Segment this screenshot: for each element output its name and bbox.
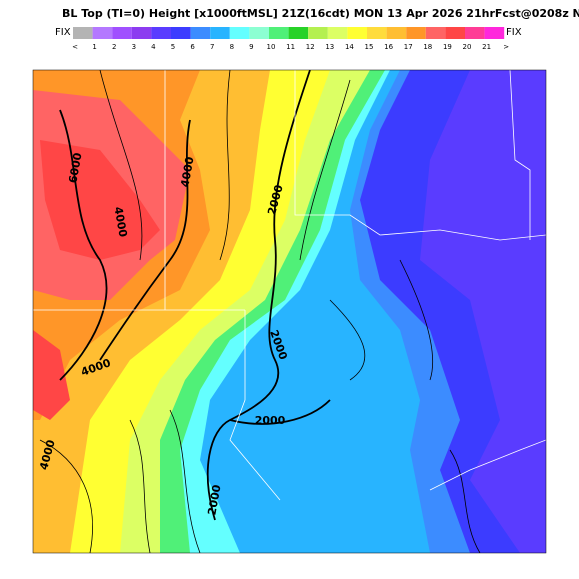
contour-label: 6000 [66, 151, 84, 184]
colorbar-right: FIX [506, 27, 522, 38]
colorbar-swatch [308, 27, 328, 39]
colorbar-swatch [327, 27, 348, 39]
colorbar-swatch [249, 27, 269, 39]
colorbar-label: < [72, 43, 78, 51]
contour-label: 2000 [255, 414, 286, 427]
colorbar-label: 19 [443, 43, 452, 51]
colorbar-label: 1 [92, 43, 96, 51]
field-red [40, 140, 160, 260]
colorbar-swatch [269, 27, 289, 39]
colorbar-swatch [151, 27, 171, 39]
colorbar-swatch [171, 27, 191, 39]
colorbar-label: 9 [249, 43, 253, 51]
contour [229, 399, 331, 425]
colorbar-label: > [503, 43, 509, 51]
colorbar-label: 2 [112, 43, 116, 51]
colorbar-label: 10 [267, 43, 276, 51]
colorbar-swatch [112, 27, 132, 39]
contour-label: 4000 [111, 206, 129, 239]
colorbar-label: 15 [365, 43, 374, 51]
colorbar-label: 12 [306, 43, 315, 51]
contour [99, 70, 481, 553]
colorbar-label: 17 [404, 43, 413, 51]
colorbar-label: 18 [423, 43, 432, 51]
colorbar-label: 4 [151, 43, 156, 51]
colorbar-left: FIX [55, 27, 71, 38]
colorbar-label: 7 [210, 43, 214, 51]
field-red-south [33, 330, 70, 420]
colorbar: <1 2 3 4 5 6 7 8 9 10 11 12 13 14 15 16 17 18 19 20 21 > [72, 27, 509, 51]
colorbar-label: 14 [345, 43, 354, 51]
contour [99, 119, 191, 361]
colorbar-swatch [92, 27, 113, 39]
colorbar-swatch [210, 27, 230, 39]
colorbar-label: 20 [463, 43, 472, 51]
colorbar-swatch [347, 27, 367, 39]
colorbar-swatch [367, 27, 387, 39]
contour-label: 4000 [178, 155, 196, 188]
colorbar-swatch [386, 27, 407, 39]
title: BL Top (TI=0) Height [x1000ftMSL] 21Z(16… [62, 7, 579, 20]
contour [59, 109, 108, 381]
colorbar-swatch [131, 27, 152, 39]
colorbar-label: 11 [286, 43, 295, 51]
colorbar-label: 8 [230, 43, 234, 51]
colorbar-swatch [484, 27, 505, 39]
colorbar-label: 3 [132, 43, 136, 51]
colorbar-swatch [425, 27, 446, 39]
state-border [33, 70, 546, 501]
colorbar-label: 16 [384, 43, 393, 51]
colorbar-label: 6 [190, 43, 195, 51]
colorbar-swatch [229, 27, 250, 39]
colorbar-swatch [288, 27, 309, 39]
colorbar-swatch [73, 27, 93, 39]
colorbar-swatch [406, 27, 426, 39]
map-frame [32, 69, 547, 554]
contour [206, 70, 311, 521]
colorbar-label: 5 [171, 43, 175, 51]
colorbar-swatch [465, 27, 485, 39]
colorbar-swatch [190, 27, 211, 39]
colorbar-swatch [445, 27, 465, 39]
contour-label: 2000 [205, 483, 223, 516]
map: 6000 4000 2000 4000 2000 4000 2000 4000 … [32, 69, 547, 554]
colorbar-label: 21 [482, 43, 491, 51]
colorbar-label: 13 [325, 43, 334, 51]
contour [39, 409, 201, 553]
